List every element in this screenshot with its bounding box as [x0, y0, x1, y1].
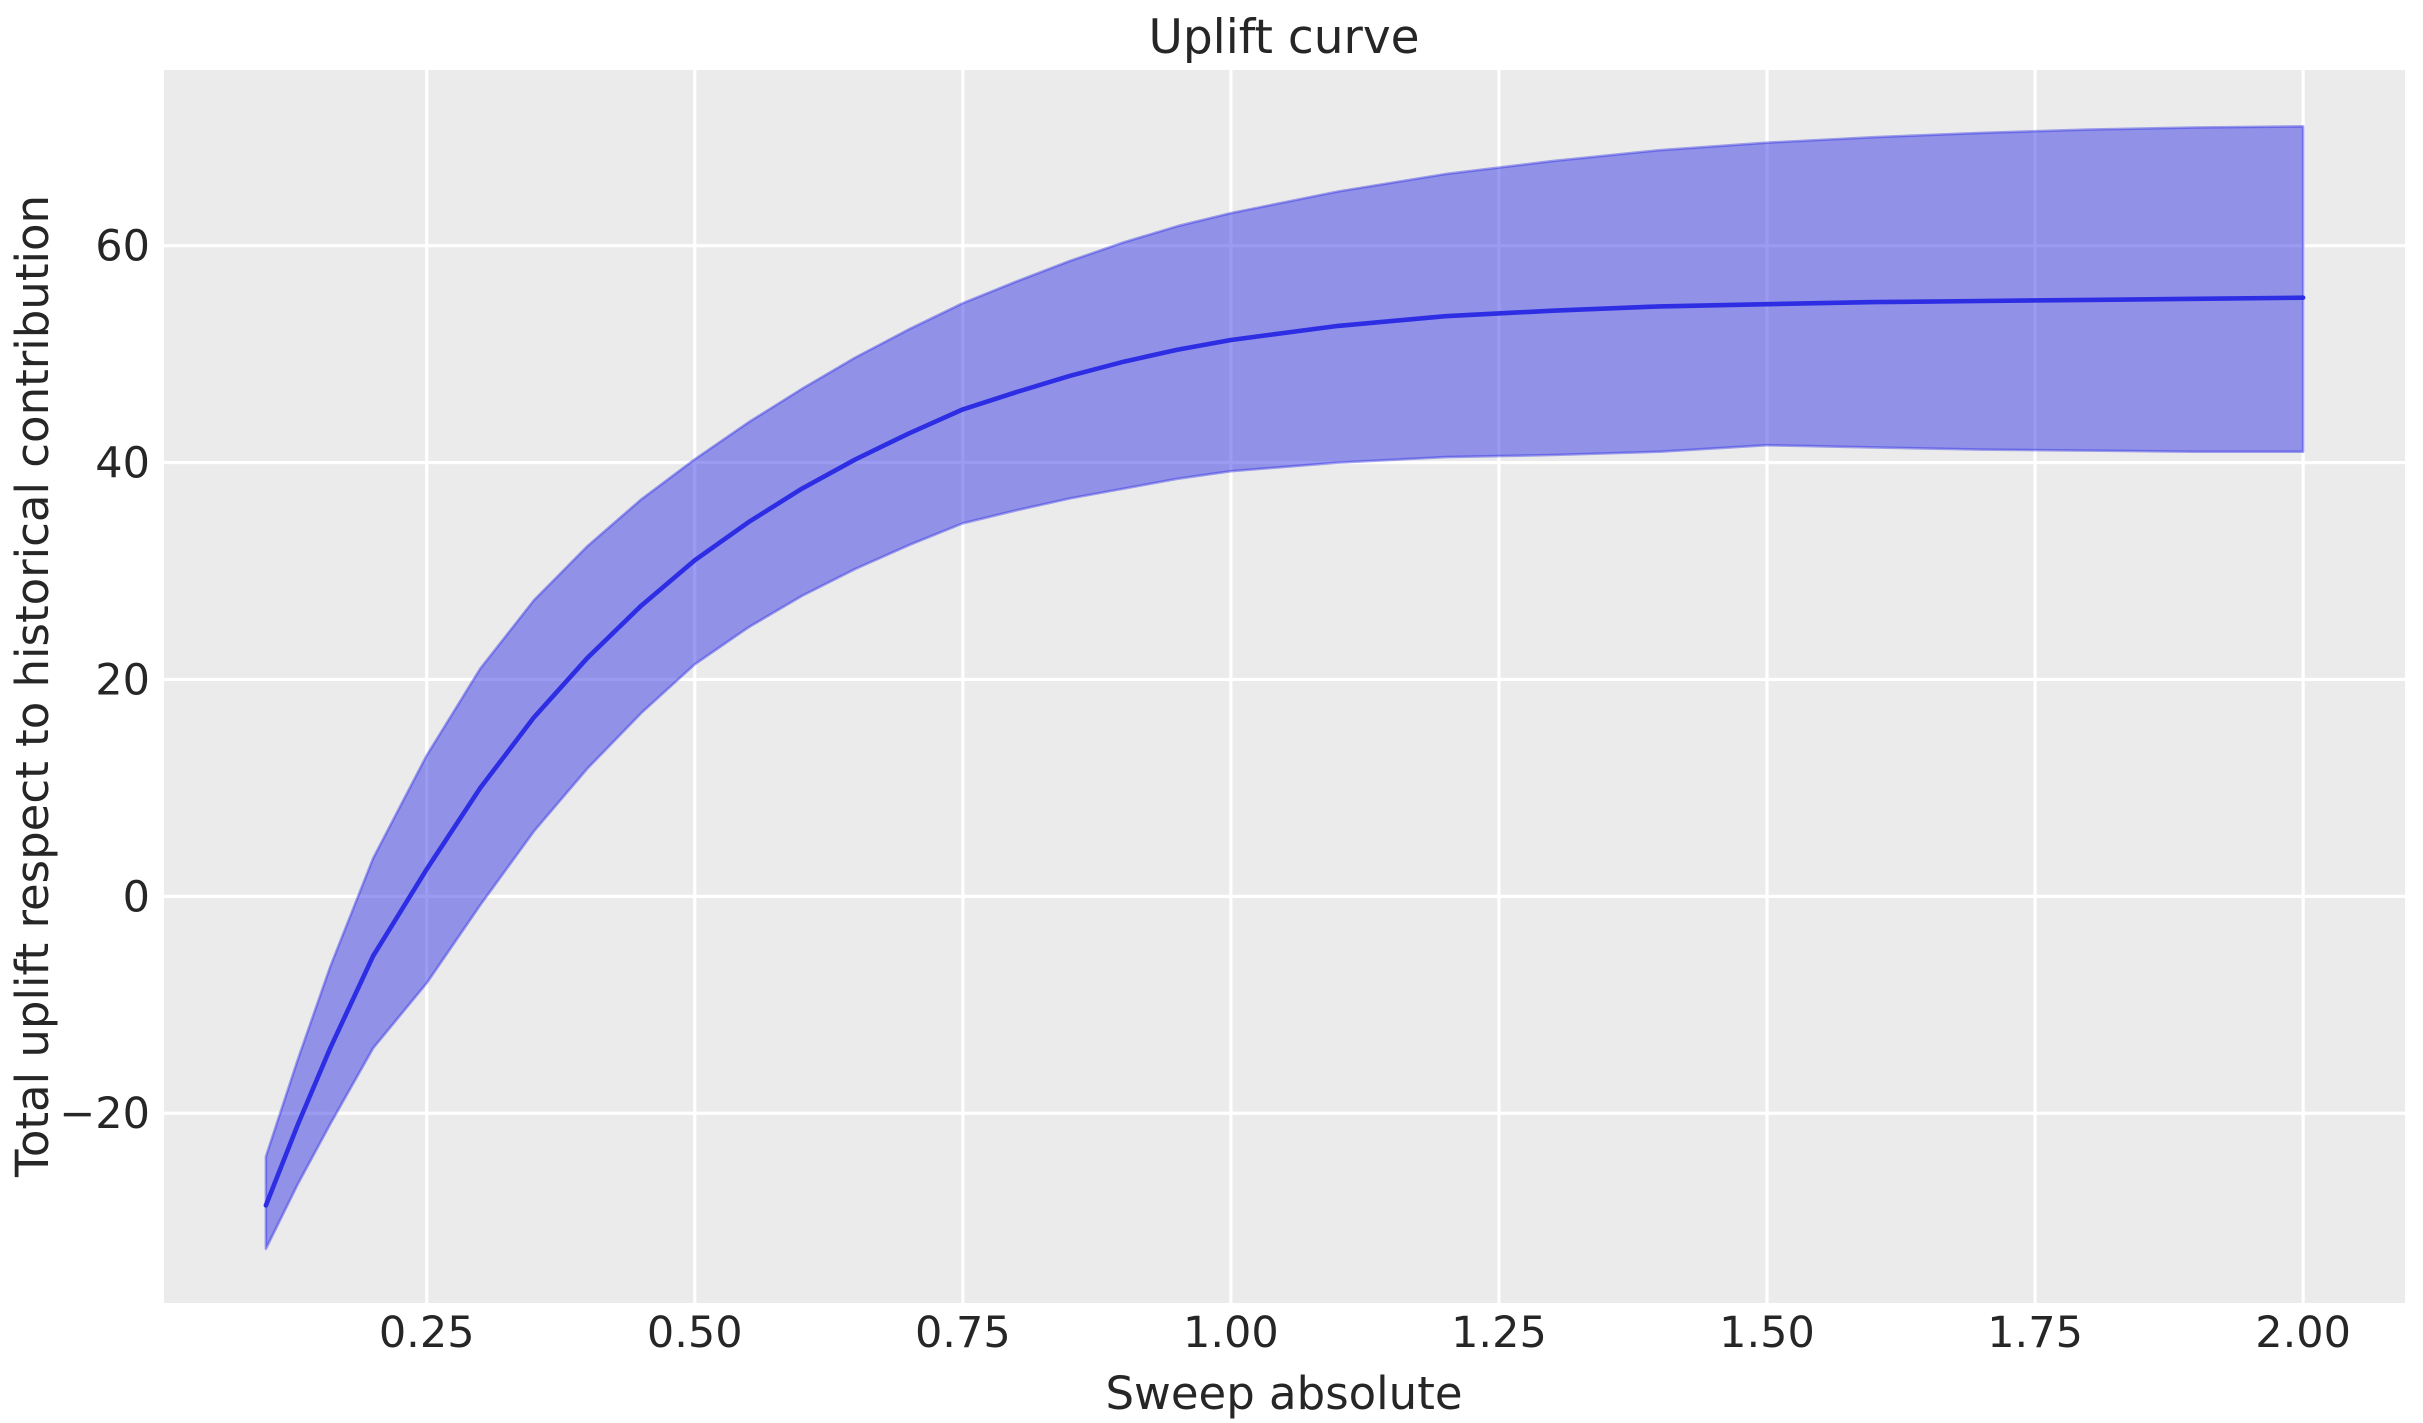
y-tick-label: 20 [95, 655, 150, 705]
gridline-layer [164, 70, 2405, 1303]
x-tick-label: 0.75 [915, 1308, 1011, 1358]
y-tick-label: −20 [59, 1089, 150, 1139]
confidence-band [264, 125, 2305, 1251]
y-tick-label: 0 [123, 872, 150, 922]
y-tick-label: 60 [95, 222, 150, 272]
x-tick-label: 1.25 [1451, 1308, 1547, 1358]
mean-line [263, 295, 2306, 1208]
tick-label-layer: 0.25 0.50 0.75 1.00 1.25 1.50 1.75 2.00 60 40 20 0 −… [59, 222, 2351, 1358]
x-tick-label: 0.50 [647, 1308, 743, 1358]
x-tick-label: 0.25 [379, 1308, 475, 1358]
x-tick-label: 1.00 [1183, 1308, 1279, 1358]
x-tick-label: 1.50 [1719, 1308, 1815, 1358]
plot-area [164, 70, 2405, 1303]
chart-title: Uplift curve [1148, 10, 1419, 65]
plot-background-layer [164, 70, 2405, 1303]
x-tick-label: 1.75 [1987, 1308, 2083, 1358]
y-axis-label: Total uplift respect to historical contr… [6, 195, 59, 1178]
data-layer [263, 125, 2306, 1251]
x-axis-label: Sweep absolute [1105, 1367, 1462, 1420]
y-tick-label: 40 [95, 439, 150, 489]
x-tick-label: 2.00 [2255, 1308, 2351, 1358]
